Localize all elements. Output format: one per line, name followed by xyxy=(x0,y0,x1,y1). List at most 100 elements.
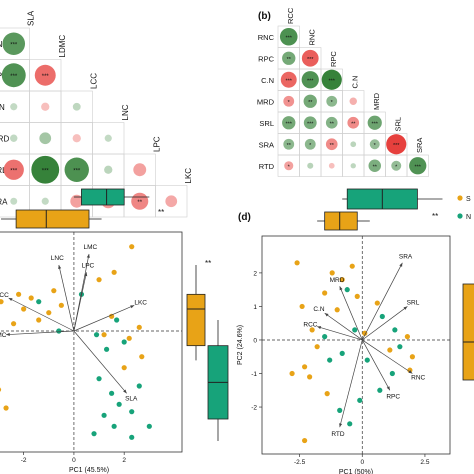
data-point xyxy=(397,344,403,350)
plot-frame xyxy=(0,231,183,453)
boxplot-box xyxy=(186,293,206,347)
arrow-head xyxy=(317,326,322,330)
significance-label: * xyxy=(309,143,312,149)
correlation-circle xyxy=(284,161,294,171)
data-point xyxy=(101,332,107,338)
panel-a-correlation-heatmap: SLALDMCLCCLNCLPCLKCRNCRPCC.NMRDSRLSRA***… xyxy=(0,10,193,218)
correlation-circle xyxy=(34,64,56,86)
column-label: SRA xyxy=(415,138,424,153)
correlation-circle xyxy=(1,63,26,88)
correlation-circle xyxy=(280,71,297,88)
data-point xyxy=(121,365,127,371)
significance-label: *** xyxy=(42,74,50,80)
loading-arrow xyxy=(8,297,75,332)
correlation-circle xyxy=(368,159,381,172)
correlation-circle xyxy=(303,116,317,130)
correlation-circle xyxy=(165,195,178,208)
data-point xyxy=(96,376,102,382)
correlation-circle xyxy=(325,116,338,129)
column-label: LPC xyxy=(153,136,162,152)
significance-label: ** xyxy=(373,164,378,170)
significance-label: ** xyxy=(158,208,164,217)
x-tick-label: 0 xyxy=(360,459,364,466)
correlation-circle xyxy=(104,134,112,142)
column-label: LNC xyxy=(121,104,130,120)
data-point xyxy=(10,321,17,327)
arrow-head xyxy=(6,332,10,337)
data-point xyxy=(407,367,413,373)
arrow-head xyxy=(86,254,90,258)
correlation-circle xyxy=(104,165,113,174)
arrow-head xyxy=(399,262,403,267)
loading-label: RCC xyxy=(303,322,317,329)
row-label: RNC xyxy=(258,33,275,42)
correlation-circle xyxy=(282,51,296,65)
data-point xyxy=(129,244,135,250)
loading-arrow xyxy=(361,262,403,341)
column-label: RNC xyxy=(307,29,316,46)
significance-label: *** xyxy=(73,168,81,174)
data-point xyxy=(314,344,320,350)
arrow-head xyxy=(8,298,13,302)
loading-label: RNC xyxy=(411,374,425,381)
correlation-circle xyxy=(3,159,24,180)
arrow-head xyxy=(339,286,343,291)
data-point xyxy=(129,434,135,440)
data-point xyxy=(129,409,135,415)
x-tick-label: -2 xyxy=(21,457,27,464)
significance-label: *** xyxy=(415,164,422,170)
column-label: LDMC xyxy=(58,35,67,58)
arrow-head xyxy=(130,305,135,309)
row-label: C.N xyxy=(0,103,5,112)
row-label: RPC xyxy=(258,54,274,63)
correlation-circle xyxy=(303,94,317,108)
row-label: MRD xyxy=(0,134,9,143)
significance-label: ** xyxy=(330,121,335,127)
data-point xyxy=(347,421,353,427)
significance-label: ** xyxy=(308,100,313,106)
data-point xyxy=(337,407,343,413)
correlation-circle xyxy=(41,102,50,111)
boxplot-box xyxy=(462,283,474,381)
loading-arrow xyxy=(324,312,363,341)
loading-label: LMC xyxy=(83,244,97,251)
data-point xyxy=(352,327,358,333)
loading-arrow xyxy=(339,286,363,341)
data-point xyxy=(329,270,335,276)
correlation-circle xyxy=(307,162,314,169)
data-point xyxy=(322,334,328,340)
loading-arrow xyxy=(339,339,363,428)
loading-label: SRL xyxy=(407,299,420,306)
data-point xyxy=(109,390,115,396)
data-point xyxy=(357,397,363,403)
data-point xyxy=(146,423,152,429)
data-point xyxy=(327,357,333,363)
correlation-circle xyxy=(367,115,382,130)
data-point xyxy=(91,431,97,437)
x-tick-label: -2.5 xyxy=(294,459,306,466)
correlation-circle xyxy=(328,162,335,169)
data-point xyxy=(0,299,4,305)
significance-label: *** xyxy=(10,42,18,48)
data-point xyxy=(392,327,398,333)
column-label: SLA xyxy=(27,10,36,26)
correlation-circle xyxy=(2,32,26,56)
arrow-head xyxy=(386,386,390,391)
significance-label: * xyxy=(374,143,377,149)
data-point xyxy=(404,334,410,340)
significance-label: *** xyxy=(372,121,379,127)
x-axis-label: PC1 (50%) xyxy=(339,469,373,474)
loading-label: SRA xyxy=(399,254,413,261)
row-label: SRA xyxy=(259,140,274,149)
data-point xyxy=(16,291,22,297)
data-point xyxy=(56,328,62,334)
correlation-circle xyxy=(10,103,18,111)
correlation-circle xyxy=(72,134,81,143)
loading-arrow xyxy=(362,339,413,374)
x-tick-label: 0 xyxy=(72,457,76,464)
loading-arrow xyxy=(317,326,363,341)
loading-arrow xyxy=(73,330,127,394)
significance-label: ** xyxy=(137,200,142,206)
correlation-circle xyxy=(350,141,357,148)
row-label: MRD xyxy=(257,97,275,106)
